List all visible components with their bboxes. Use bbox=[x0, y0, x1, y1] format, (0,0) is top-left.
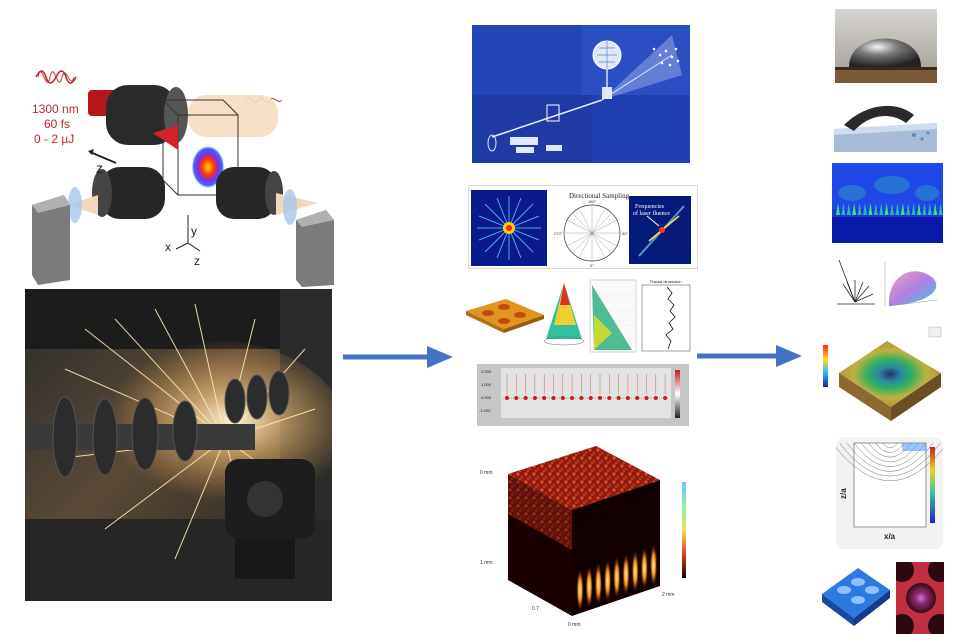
wave-ytick-0: 2.000 bbox=[481, 369, 492, 374]
vortex-surface-plot bbox=[817, 321, 947, 433]
surface-spike bbox=[895, 203, 900, 215]
volume-bottom-right-label: 0 mm bbox=[568, 622, 581, 628]
wave-ytick-1: 1.000 bbox=[481, 382, 492, 387]
surface-spike bbox=[938, 203, 943, 215]
wave-dot bbox=[597, 395, 603, 401]
polar-label-top: 180° bbox=[588, 199, 597, 204]
surface-spike bbox=[868, 203, 873, 215]
surface-spike bbox=[900, 203, 905, 215]
laser-wavelength-label: 1300 nm bbox=[32, 102, 79, 116]
volume-side-label: 1 mm bbox=[480, 560, 493, 566]
sampling-title: Directional Sampling bbox=[569, 192, 630, 200]
wave-ytick-3: -1.000 bbox=[479, 408, 491, 413]
surface-spike bbox=[933, 203, 938, 215]
axis-z2-label: z bbox=[194, 254, 200, 268]
wave-dot bbox=[532, 395, 537, 401]
wave-dot bbox=[616, 395, 621, 401]
blue-simulation-panel bbox=[832, 163, 943, 243]
pulse-energy-label: 0 - 2 µJ bbox=[34, 132, 74, 146]
arrow-right-1 bbox=[343, 346, 453, 368]
fluence-title-line2: of laser fluence bbox=[633, 210, 670, 217]
wave-dot bbox=[542, 395, 547, 401]
red-hole-micrograph bbox=[896, 562, 944, 634]
wave-dot bbox=[644, 395, 649, 401]
surface-spike bbox=[927, 203, 932, 215]
filament-glow bbox=[603, 558, 612, 603]
wave-ytick-2: 0.000 bbox=[481, 395, 492, 400]
wave-dot bbox=[514, 395, 519, 401]
directional-sampling-panel: Directional Sampling 180° 270° 90° 0° Fr… bbox=[468, 185, 698, 269]
fractal-title: Fractal dimension bbox=[650, 279, 682, 284]
potential-contour-plot: z/a x/a bbox=[836, 437, 943, 549]
surface-spike bbox=[846, 203, 851, 215]
bent-sheet-photo bbox=[834, 95, 937, 152]
filament-glow-row bbox=[576, 543, 658, 612]
scattering-lobe-panel bbox=[833, 256, 943, 313]
wave-dot bbox=[560, 395, 565, 401]
wave-dot bbox=[588, 395, 593, 401]
axis-x-label: x bbox=[165, 240, 171, 254]
filament-glow bbox=[631, 549, 639, 594]
contour-line bbox=[875, 442, 905, 453]
surface-spike bbox=[873, 203, 878, 215]
volume-top-label: 0 mm bbox=[480, 470, 493, 476]
contour-line bbox=[882, 442, 898, 448]
wave-dots bbox=[503, 374, 669, 401]
axis-z-label: z bbox=[96, 160, 103, 176]
pulse-duration-label: 60 fs bbox=[44, 117, 70, 131]
surface-spike bbox=[852, 203, 857, 215]
polar-label-left: 270° bbox=[554, 231, 563, 236]
contour-ylabel: z/a bbox=[839, 488, 848, 499]
wave-dot bbox=[570, 395, 575, 401]
surface-spike bbox=[884, 203, 889, 215]
surface-spike bbox=[863, 203, 867, 215]
filament-glow bbox=[649, 543, 658, 588]
volume-intensity-plot: 0 mm 1 mm 0.7 2 mm 0 mm bbox=[476, 440, 699, 635]
filament-glow bbox=[576, 568, 584, 612]
surface-spike bbox=[890, 203, 894, 215]
surface-spike bbox=[879, 203, 884, 215]
optics-scattering-panel bbox=[472, 25, 690, 163]
filament-glow bbox=[622, 552, 630, 597]
blue-dimple-texture bbox=[818, 558, 893, 634]
surface-statistics-panel: Fractal dimension bbox=[462, 275, 694, 358]
filament-glow bbox=[585, 564, 593, 609]
surface-spike bbox=[857, 203, 862, 215]
axis-y-label: y bbox=[191, 224, 197, 238]
surface-spike bbox=[922, 203, 927, 215]
fluence-title-line1: Frequencies bbox=[635, 204, 665, 210]
field-wave-plot: 2.000 1.000 0.000 -1.000 bbox=[477, 364, 689, 426]
polar-label-bottom: 0° bbox=[590, 263, 594, 268]
volume-right-label: 2 mm bbox=[662, 592, 675, 598]
laser-machining-photo bbox=[25, 289, 332, 601]
filament-glow bbox=[640, 546, 649, 591]
contour-xlabel: x/a bbox=[884, 532, 896, 541]
experimental-setup-schematic: 1300 nm 60 fs 0 - 2 µJ bbox=[28, 55, 338, 287]
surface-spike bbox=[836, 203, 840, 215]
surface-spike bbox=[906, 203, 911, 215]
surface-spike bbox=[841, 203, 846, 215]
surface-spikes bbox=[836, 203, 943, 215]
arrow-right-2 bbox=[697, 345, 802, 367]
filament-glow bbox=[613, 555, 621, 600]
water-droplet-photo bbox=[835, 9, 937, 83]
volume-bottom-label: 0.7 bbox=[532, 606, 539, 612]
polar-label-right: 90° bbox=[622, 231, 628, 236]
filament-glow bbox=[594, 561, 603, 606]
contour-line bbox=[846, 442, 934, 472]
surface-spike bbox=[917, 203, 921, 215]
surface-spike bbox=[911, 203, 916, 215]
